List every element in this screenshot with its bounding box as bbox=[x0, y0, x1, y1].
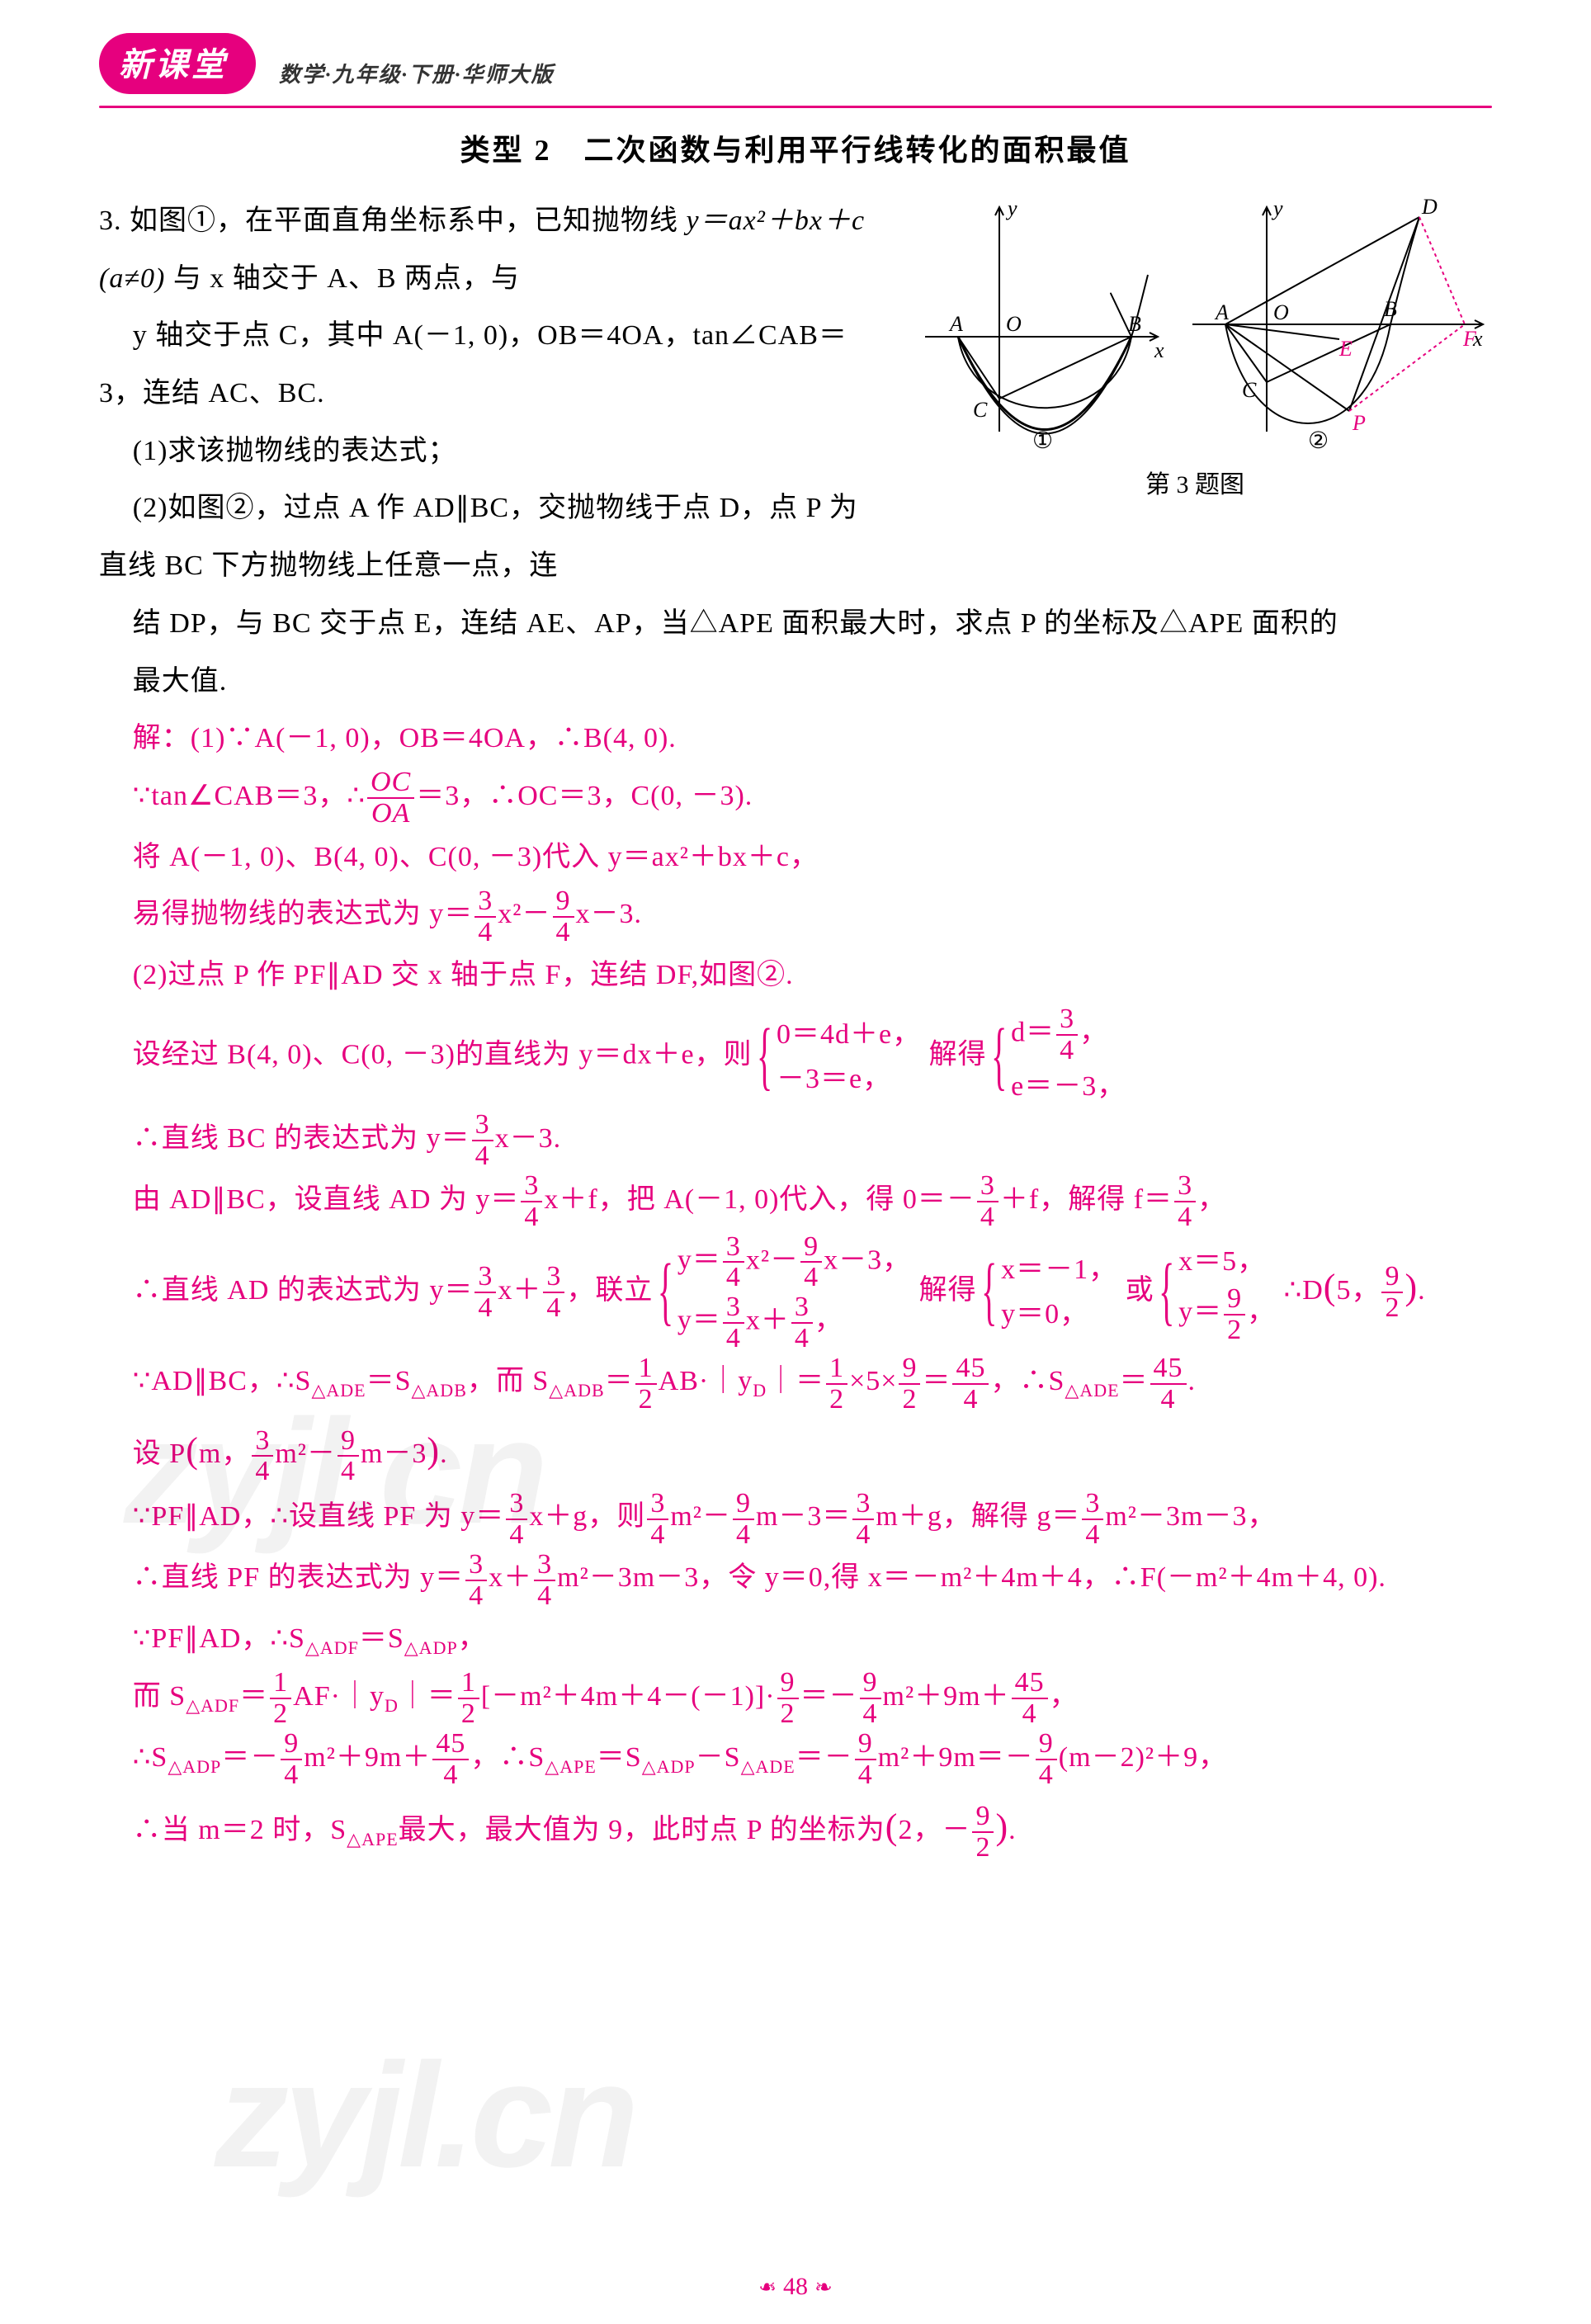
watermark-2: zyjl.cn bbox=[215, 2030, 634, 2201]
q2c: 最大值. bbox=[133, 666, 228, 697]
figure-1: A O B C y x ① bbox=[900, 184, 1173, 456]
p1a: 如图①，在平面直角坐标系中，已知抛物线 bbox=[130, 205, 687, 236]
q2b: 结 DP，与 BC 交于点 E，连结 AE、AP，当△APE 面积最大时，求点 … bbox=[133, 608, 1338, 639]
svg-text:x: x bbox=[1154, 338, 1164, 362]
svg-text:C: C bbox=[973, 398, 988, 422]
svg-text:O: O bbox=[1273, 300, 1289, 324]
figure-2: A O B C D E P F y x ② bbox=[1176, 184, 1489, 456]
section-title: 类型 2 二次函数与利用平行线转化的面积最值 bbox=[99, 126, 1492, 169]
header-divider bbox=[99, 106, 1492, 108]
svg-text:C: C bbox=[1242, 378, 1257, 402]
svg-text:P: P bbox=[1352, 411, 1366, 435]
s6: 设经过 B(4, 0)、C(0, －3)的直线为 y＝dx＋e，则 0＝4d＋e… bbox=[133, 1004, 1492, 1110]
s17: ∴当 m＝2 时，S△APE最大，最大值为 9，此时点 P 的坐标为(2，－92… bbox=[133, 1790, 1492, 1864]
svg-text:B: B bbox=[1128, 312, 1141, 336]
s1: 解：(1)∵A(－1, 0)，OB＝4OA，∴B(4, 0). bbox=[133, 710, 1492, 768]
svg-text:y: y bbox=[1271, 196, 1283, 220]
p1b: 与 x 轴交于 A、B 两点，与 bbox=[165, 263, 520, 294]
s4: 易得抛物线的表达式为 y＝34x²－94x－3. bbox=[133, 886, 1492, 947]
figure-wrap: A O B C y x ① A O B C D E P F y x ② 第 3 … bbox=[898, 184, 1492, 500]
s16: ∴S△ADP＝－94m²＋9m＋454，∴S△APE＝S△ADP－S△ADE＝－… bbox=[133, 1729, 1492, 1790]
s3: 将 A(－1, 0)、B(4, 0)、C(0, －3)代入 y＝ax²＋bx＋c… bbox=[133, 829, 1492, 886]
svg-text:A: A bbox=[948, 312, 963, 336]
s9: ∴直线 AD 的表达式为 y＝34x＋34，联立 y＝34x²－94x－3， y… bbox=[133, 1232, 1492, 1353]
s7: ∴直线 BC 的表达式为 y＝34x－3. bbox=[133, 1110, 1492, 1171]
s12: ∵PF∥AD，∴设直线 PF 为 y＝34x＋g，则34m²－94m－3＝34m… bbox=[133, 1488, 1492, 1549]
svg-text:①: ① bbox=[1032, 428, 1053, 454]
page-number: 48 bbox=[752, 2273, 839, 2301]
header-subtitle: 数学·九年级·下册·华师大版 bbox=[279, 58, 555, 88]
q2a: (2)如图②，过点 A 作 AD∥BC，交抛物线于点 D，点 P 为直线 BC … bbox=[99, 493, 858, 581]
svg-text:y: y bbox=[1005, 196, 1017, 220]
svg-text:②: ② bbox=[1308, 428, 1329, 454]
solution-block: 解：(1)∵A(－1, 0)，OB＝4OA，∴B(4, 0). ∵tan∠CAB… bbox=[133, 710, 1492, 1864]
svg-text:B: B bbox=[1384, 297, 1397, 321]
s15: 而 S△ADF＝12AF·｜yD｜＝12[－m²＋4m＋4－(－1)]·92＝－… bbox=[133, 1668, 1492, 1729]
s8: 由 AD∥BC，设直线 AD 为 y＝34x＋f，把 A(－1, 0)代入，得 … bbox=[133, 1171, 1492, 1232]
brand-badge: 新课堂 bbox=[99, 33, 256, 94]
p2: y 轴交于点 C，其中 A(－1, 0)，OB＝4OA，tan∠CAB＝3，连结… bbox=[99, 320, 847, 409]
s2: ∵tan∠CAB＝3，∴OCOA＝3，∴OC＝3，C(0, －3). bbox=[133, 768, 1492, 829]
s5: (2)过点 P 作 PF∥AD 交 x 轴于点 F，连结 DF,如图②. bbox=[133, 947, 1492, 1004]
s14: ∵PF∥AD，∴S△ADF＝S△ADP， bbox=[133, 1610, 1492, 1668]
s13: ∴直线 PF 的表达式为 y＝34x＋34m²－3m－3，令 y＝0,得 x＝－… bbox=[133, 1549, 1492, 1610]
s11: 设 P(m，34m²－94m－3). bbox=[133, 1414, 1492, 1488]
problem-number: 3. bbox=[99, 205, 122, 236]
figure-caption: 第 3 题图 bbox=[898, 464, 1492, 500]
page-header: 新课堂 数学·九年级·下册·华师大版 bbox=[99, 33, 555, 94]
svg-text:x: x bbox=[1472, 327, 1483, 351]
svg-text:D: D bbox=[1421, 195, 1438, 219]
svg-text:O: O bbox=[1006, 312, 1022, 336]
svg-text:E: E bbox=[1338, 337, 1353, 361]
svg-text:A: A bbox=[1214, 300, 1229, 324]
q1: (1)求该抛物线的表达式； bbox=[133, 436, 457, 466]
s10: ∵AD∥BC，∴S△ADE＝S△ADB，而 S△ADB＝12AB·｜yD｜＝12… bbox=[133, 1353, 1492, 1414]
